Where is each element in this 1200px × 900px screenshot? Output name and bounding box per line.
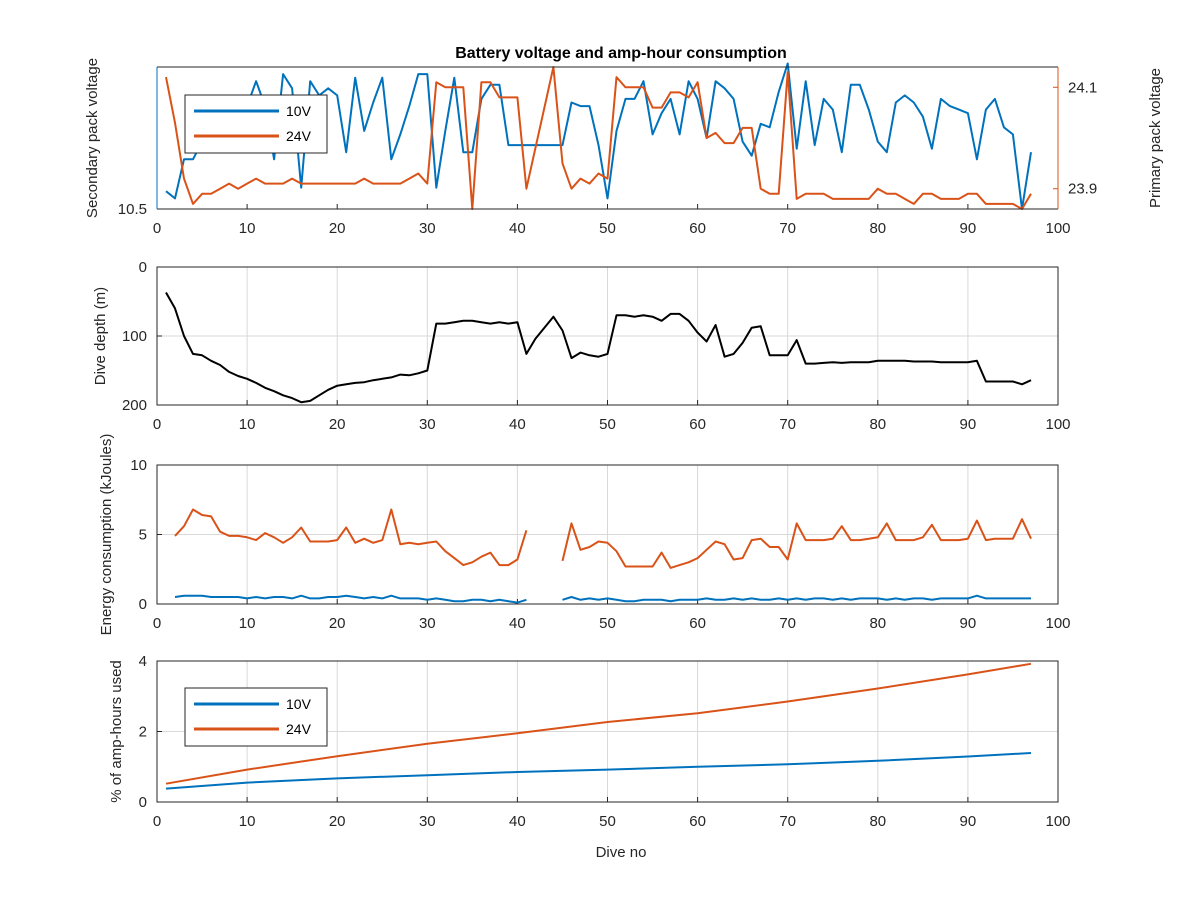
series-line-24v [174, 508, 1032, 569]
x-tick-label: 40 [509, 615, 526, 632]
x-tick-label: 50 [599, 615, 616, 632]
series-line-24v [165, 66, 1032, 210]
y-right-tick-label: 24.1 [1068, 79, 1097, 96]
panel-voltage: 0 10 20 30 40 50 60 70 80 90 100 10.5 24.1 23.9 Second… [84, 58, 1164, 237]
legend-box [184, 94, 328, 154]
x-tick-label: 90 [960, 220, 977, 237]
y-tick-label: 200 [122, 397, 147, 414]
axes-box [156, 464, 1059, 605]
legend-label-24v: 24V [286, 721, 312, 737]
x-tick-label: 100 [1045, 220, 1070, 237]
x-tick-label: 20 [329, 615, 346, 632]
x-tick-label: 10 [239, 416, 256, 433]
x-tick-label: 30 [419, 813, 436, 830]
x-tick-label: 50 [599, 220, 616, 237]
series-line-10v [165, 752, 1032, 790]
x-tick-label: 40 [509, 416, 526, 433]
x-tick-label: 20 [329, 813, 346, 830]
x-tick-label: 80 [869, 220, 886, 237]
legend: 10V 24V [184, 94, 328, 154]
legend: 10V 24V [184, 687, 328, 747]
legend-box [184, 687, 328, 747]
y-tick-label: 0 [139, 794, 147, 811]
series-line-24v [165, 662, 1032, 785]
x-tick-label: 90 [960, 416, 977, 433]
legend-label-10v: 10V [286, 696, 312, 712]
y-tick-label: 5 [139, 527, 147, 544]
charts: 0 10 20 30 40 50 60 70 80 90 10010.524.123.9Second… [84, 58, 1164, 861]
x-tick-label: 70 [779, 416, 796, 433]
y-axis-label: Secondary pack voltage [84, 58, 101, 218]
panel-depth: 0 10 20 30 40 50 60 70 80 90 100 0 100 200 Dive depth … [92, 259, 1071, 433]
x-tick-label: 20 [329, 220, 346, 237]
figure-title: Battery voltage and amp-hour consumption [455, 45, 787, 62]
y-right-tick-label: 23.9 [1068, 181, 1097, 198]
x-tick-label: 60 [689, 813, 706, 830]
x-tick-label: 60 [689, 220, 706, 237]
y-tick-label: 2 [139, 724, 147, 741]
x-tick-label: 70 [779, 615, 796, 632]
series-line-10v [165, 62, 1032, 210]
x-tick-label: 90 [960, 813, 977, 830]
y-axis-label: % of amp-hours used [108, 660, 125, 803]
axes-box [156, 266, 1059, 406]
x-tick-label: 90 [960, 615, 977, 632]
y-tick-label: 100 [122, 328, 147, 345]
y-tick-label: 10 [130, 457, 147, 474]
x-tick-label: 10 [239, 813, 256, 830]
x-tick-label: 0 [153, 813, 161, 830]
x-tick-label: 50 [599, 416, 616, 433]
x-tick-label: 0 [153, 416, 161, 433]
y-axis-label: Energy consumption (kJoules) [98, 434, 115, 636]
series-line-depth [165, 292, 1032, 404]
x-tick-label: 70 [779, 220, 796, 237]
y-axis-label: Dive depth (m) [92, 287, 109, 385]
y-tick-label: 0 [139, 596, 147, 613]
series-line-10v [174, 594, 1031, 604]
panel-energy: 0 10 20 30 40 50 60 70 80 90 100 0 5 10 Energy consump… [98, 434, 1071, 636]
x-tick-label: 30 [419, 615, 436, 632]
x-tick-label: 80 [869, 615, 886, 632]
x-tick-label: 60 [689, 615, 706, 632]
y-tick-label: 0 [139, 259, 147, 276]
x-tick-label: 0 [153, 615, 161, 632]
y-tick-label: 4 [139, 653, 147, 670]
y-right-axis-label: Primary pack voltage [1147, 68, 1164, 208]
x-tick-label: 70 [779, 813, 796, 830]
x-axis-label: Dive no [596, 844, 647, 861]
x-tick-label: 80 [869, 416, 886, 433]
legend-label-10v: 10V [286, 103, 312, 119]
y-left-tick-label: 10.5 [118, 201, 147, 218]
x-tick-label: 40 [509, 220, 526, 237]
x-tick-label: 20 [329, 416, 346, 433]
x-tick-label: 50 [599, 813, 616, 830]
x-tick-label: 80 [869, 813, 886, 830]
legend-label-24v: 24V [286, 128, 312, 144]
x-tick-label: 0 [153, 220, 161, 237]
x-tick-label: 40 [509, 813, 526, 830]
x-tick-label: 30 [419, 220, 436, 237]
axes-box [156, 660, 1059, 803]
x-tick-label: 100 [1045, 615, 1070, 632]
x-tick-label: 100 [1045, 813, 1070, 830]
panel-amphours: 0 10 20 30 40 50 60 70 80 90 100 0 2 4 % of amp-hours … [108, 653, 1071, 861]
x-tick-label: 100 [1045, 416, 1070, 433]
x-tick-label: 10 [239, 615, 256, 632]
x-tick-label: 30 [419, 416, 436, 433]
x-tick-label: 60 [689, 416, 706, 433]
x-tick-label: 10 [239, 220, 256, 237]
